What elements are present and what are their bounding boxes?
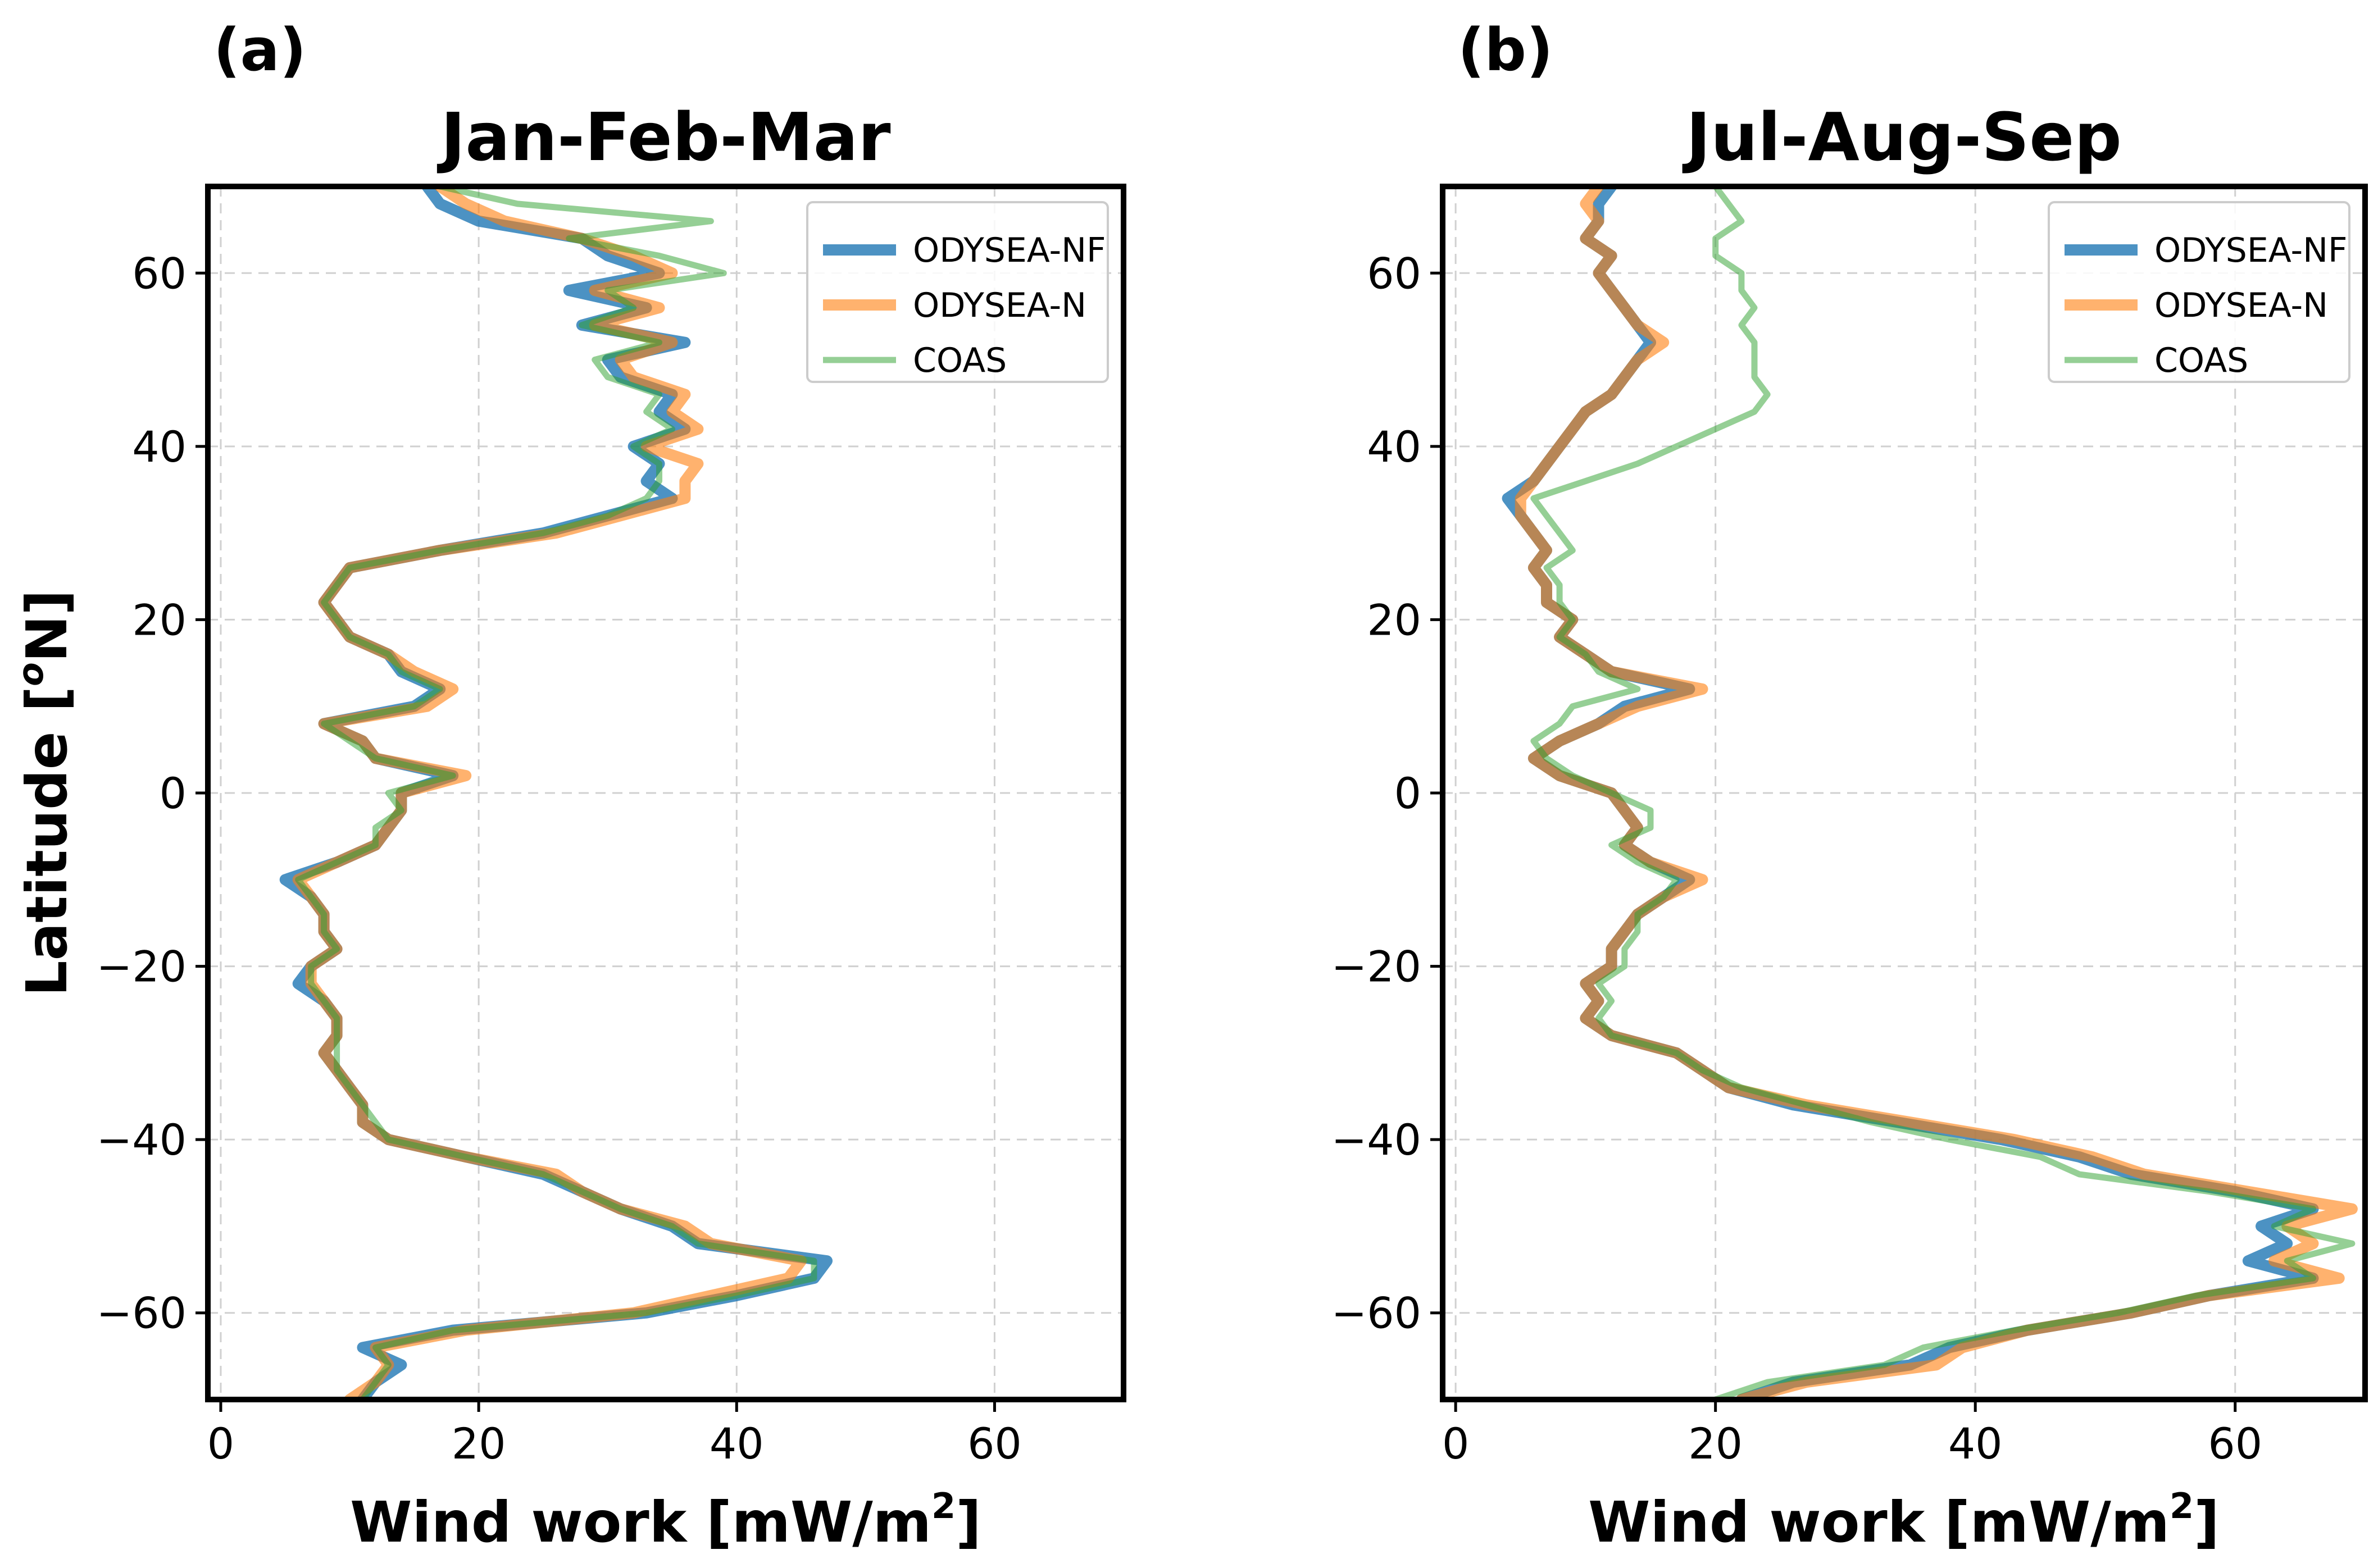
y-tick-label: −20	[97, 942, 187, 992]
y-axis-label-pre: Latitude [	[14, 686, 80, 996]
x-axis-label-sup: 2	[2170, 1485, 2194, 1526]
y-tick-label: −60	[97, 1288, 187, 1338]
grid-lines	[1443, 186, 2365, 1400]
x-tick-label: 0	[1442, 1419, 1469, 1469]
y-axis-label: Latitude [oN]	[10, 590, 80, 996]
chart-title: Jan-Feb-Mar	[437, 98, 890, 176]
chart-title: Jul-Aug-Sep	[1682, 98, 2122, 176]
panel-label: (a)	[213, 16, 306, 84]
legend: ODYSEA-NF ODYSEA-N COAS	[806, 201, 1109, 383]
x-axis-label: Wind work [mW/m2]	[350, 1485, 981, 1555]
y-tick-label: 40	[132, 422, 187, 472]
x-tick-label: 0	[207, 1419, 234, 1469]
panel-a: (a) Jan-Feb-Mar 0 20 40 60 −60 −40 −20 0 20 40 60 Win…	[10, 16, 1126, 1555]
y-tick-label: 60	[132, 248, 187, 298]
x-axis-label-main: Wind work [mW/m	[350, 1489, 931, 1555]
y-axis-label-sup: o	[10, 662, 51, 686]
y-tick-label: −20	[1331, 942, 1421, 992]
x-axis-label-main: Wind work [mW/m	[1588, 1489, 2170, 1555]
x-tick-label: 60	[967, 1419, 1022, 1469]
x-axis-label-close: ]	[2194, 1489, 2220, 1555]
y-tick-label: 0	[1394, 768, 1421, 818]
x-axis-label: Wind work [mW/m2]	[1588, 1485, 2220, 1555]
x-tick-label: 40	[710, 1419, 764, 1469]
legend-label-odysea-n: ODYSEA-N	[913, 286, 1086, 325]
y-tick-label: −40	[97, 1115, 187, 1165]
series-line-coas	[1530, 186, 2356, 1400]
x-axis-label-close: ]	[956, 1489, 981, 1555]
legend: ODYSEA-NF ODYSEA-N COAS	[2048, 201, 2350, 383]
x-tick-label: 60	[2208, 1419, 2262, 1469]
legend-label-odysea-n: ODYSEA-N	[2154, 286, 2328, 325]
y-tick-label: 20	[1367, 595, 1421, 645]
y-tick-label: −40	[1331, 1115, 1421, 1165]
panel-label: (b)	[1458, 16, 1553, 84]
x-tick-label: 40	[1948, 1419, 2003, 1469]
legend-label-coas: COAS	[913, 341, 1007, 380]
legend-label-odysea-nf: ODYSEA-NF	[913, 231, 1106, 270]
x-tick-label: 20	[452, 1419, 506, 1469]
legend-label-coas: COAS	[2154, 341, 2248, 380]
series-group	[279, 186, 833, 1400]
y-tick-label: 0	[160, 768, 187, 818]
y-tick-label: 20	[132, 595, 187, 645]
legend-label-odysea-nf: ODYSEA-NF	[2154, 231, 2348, 270]
panel-b: (b) Jul-Aug-Sep 0 20 40 60 −60 −40 −20 0 20 40 60 Win…	[1331, 16, 2368, 1555]
y-tick-label: 60	[1367, 248, 1421, 298]
y-tick-label: −60	[1331, 1288, 1421, 1338]
series-group	[1502, 186, 2358, 1400]
y-axis-label-post: N]	[14, 590, 80, 662]
series-line-coas	[295, 186, 817, 1400]
x-tick-label: 20	[1688, 1419, 1743, 1469]
y-tick-label: 40	[1367, 422, 1421, 472]
x-axis-label-sup: 2	[931, 1485, 956, 1526]
